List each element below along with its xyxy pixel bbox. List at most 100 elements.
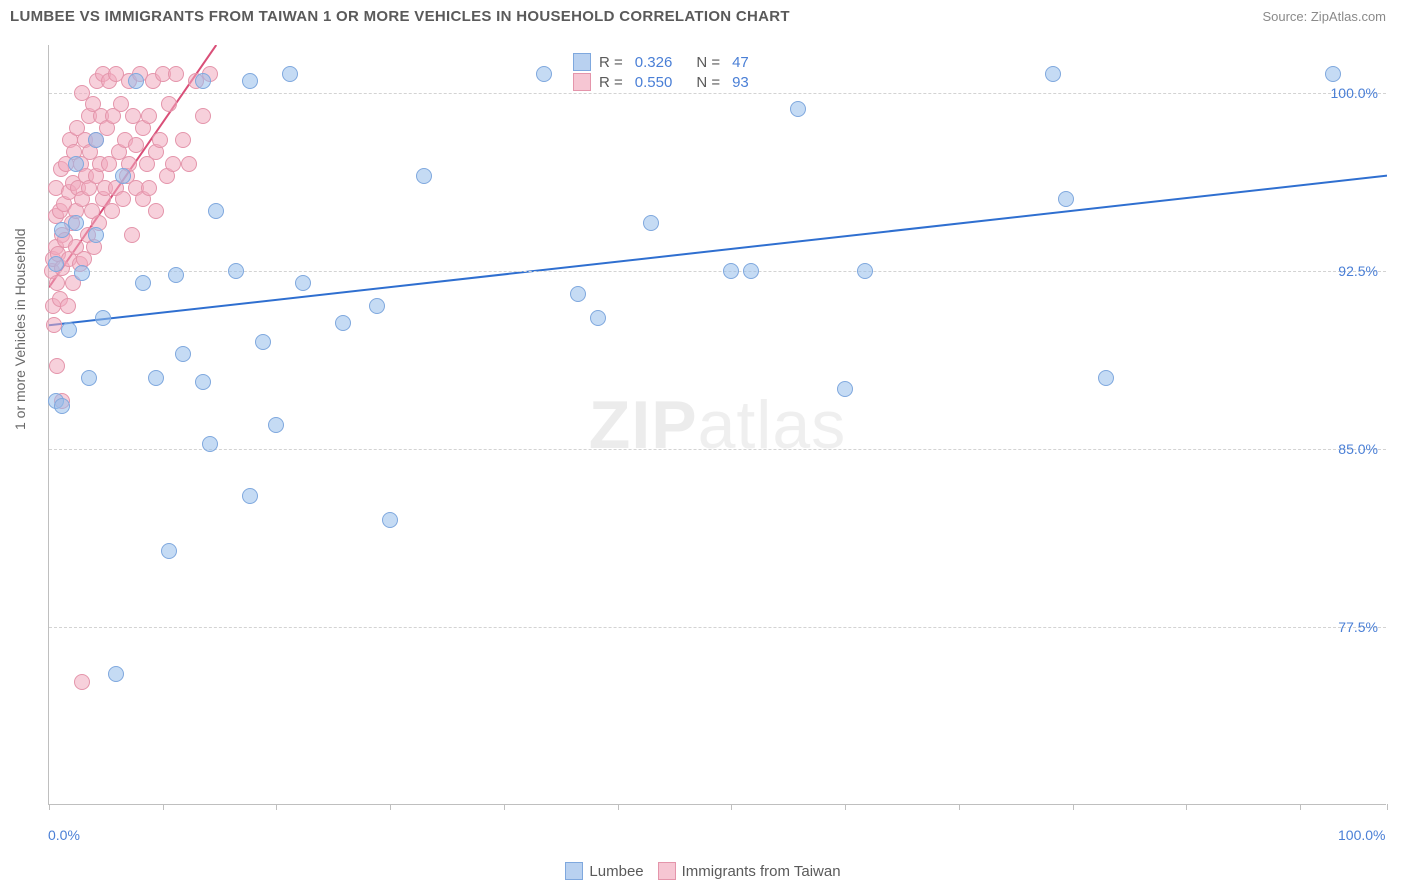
data-point — [165, 156, 181, 172]
data-point — [1098, 370, 1114, 386]
data-point — [1325, 66, 1341, 82]
data-point — [168, 66, 184, 82]
source-label: Source: ZipAtlas.com — [1262, 9, 1386, 24]
legend-item: Immigrants from Taiwan — [658, 862, 841, 880]
data-point — [124, 227, 140, 243]
legend-n-label: N = — [696, 74, 720, 91]
data-point — [148, 370, 164, 386]
trend-line — [49, 176, 1387, 326]
data-point — [295, 275, 311, 291]
data-point — [195, 73, 211, 89]
data-point — [46, 317, 62, 333]
x-tick — [390, 804, 391, 810]
x-axis-label-min: 0.0% — [48, 827, 80, 843]
data-point — [195, 108, 211, 124]
gridline — [49, 449, 1386, 450]
watermark: ZIPatlas — [589, 386, 846, 464]
data-point — [49, 275, 65, 291]
y-tick-label: 85.0% — [1338, 441, 1378, 457]
data-point — [181, 156, 197, 172]
data-point — [1058, 191, 1074, 207]
data-point — [382, 512, 398, 528]
legend-r-value: 0.550 — [635, 74, 673, 91]
data-point — [95, 310, 111, 326]
trend-lines-layer — [49, 45, 1387, 805]
data-point — [168, 267, 184, 283]
gridline — [49, 627, 1386, 628]
x-tick — [49, 804, 50, 810]
data-point — [208, 203, 224, 219]
data-point — [195, 374, 211, 390]
stats-legend: R =0.326N =47R =0.550N =93 — [565, 45, 761, 99]
data-point — [141, 180, 157, 196]
x-tick — [276, 804, 277, 810]
data-point — [1045, 66, 1061, 82]
legend-stat-row: R =0.550N =93 — [573, 73, 753, 91]
gridline — [49, 93, 1386, 94]
legend-r-value: 0.326 — [635, 54, 673, 71]
data-point — [790, 101, 806, 117]
data-point — [128, 137, 144, 153]
data-point — [61, 322, 77, 338]
data-point — [135, 275, 151, 291]
x-tick — [618, 804, 619, 810]
x-tick — [1186, 804, 1187, 810]
data-point — [74, 674, 90, 690]
x-tick — [959, 804, 960, 810]
data-point — [202, 436, 218, 452]
x-tick — [1387, 804, 1388, 810]
x-tick — [1073, 804, 1074, 810]
legend-stat-row: R =0.326N =47 — [573, 53, 753, 71]
legend-label: Lumbee — [589, 863, 643, 880]
data-point — [68, 215, 84, 231]
data-point — [152, 132, 168, 148]
y-axis-title: 1 or more Vehicles in Household — [12, 228, 28, 430]
legend-n-value: 93 — [732, 74, 749, 91]
watermark-atlas: atlas — [698, 387, 847, 463]
x-tick — [845, 804, 846, 810]
legend-swatch — [573, 53, 591, 71]
data-point — [228, 263, 244, 279]
data-point — [115, 191, 131, 207]
chart-plot-area: ZIPatlas R =0.326N =47R =0.550N =93 100.… — [48, 45, 1386, 805]
data-point — [48, 256, 64, 272]
data-point — [282, 66, 298, 82]
data-point — [74, 265, 90, 281]
data-point — [54, 398, 70, 414]
watermark-zip: ZIP — [589, 387, 698, 463]
y-tick-label: 100.0% — [1331, 85, 1378, 101]
x-tick — [1300, 804, 1301, 810]
data-point — [141, 108, 157, 124]
data-point — [60, 298, 76, 314]
data-point — [81, 370, 97, 386]
y-tick-label: 77.5% — [1338, 619, 1378, 635]
x-tick — [504, 804, 505, 810]
gridline — [49, 271, 1386, 272]
data-point — [837, 381, 853, 397]
data-point — [115, 168, 131, 184]
legend-swatch — [565, 862, 583, 880]
legend-swatch — [573, 73, 591, 91]
y-tick-label: 92.5% — [1338, 263, 1378, 279]
data-point — [268, 417, 284, 433]
data-point — [369, 298, 385, 314]
chart-title: LUMBEE VS IMMIGRANTS FROM TAIWAN 1 OR MO… — [10, 8, 790, 25]
legend-item: Lumbee — [565, 862, 643, 880]
data-point — [723, 263, 739, 279]
series-legend: Lumbee Immigrants from Taiwan — [0, 862, 1406, 880]
data-point — [643, 215, 659, 231]
data-point — [68, 156, 84, 172]
legend-r-label: R = — [599, 54, 623, 71]
legend-label: Immigrants from Taiwan — [682, 863, 841, 880]
data-point — [242, 488, 258, 504]
data-point — [536, 66, 552, 82]
x-axis-label-max: 100.0% — [1338, 827, 1385, 843]
data-point — [175, 346, 191, 362]
data-point — [242, 73, 258, 89]
data-point — [148, 203, 164, 219]
data-point — [857, 263, 873, 279]
data-point — [570, 286, 586, 302]
legend-swatch — [658, 862, 676, 880]
data-point — [255, 334, 271, 350]
data-point — [88, 132, 104, 148]
